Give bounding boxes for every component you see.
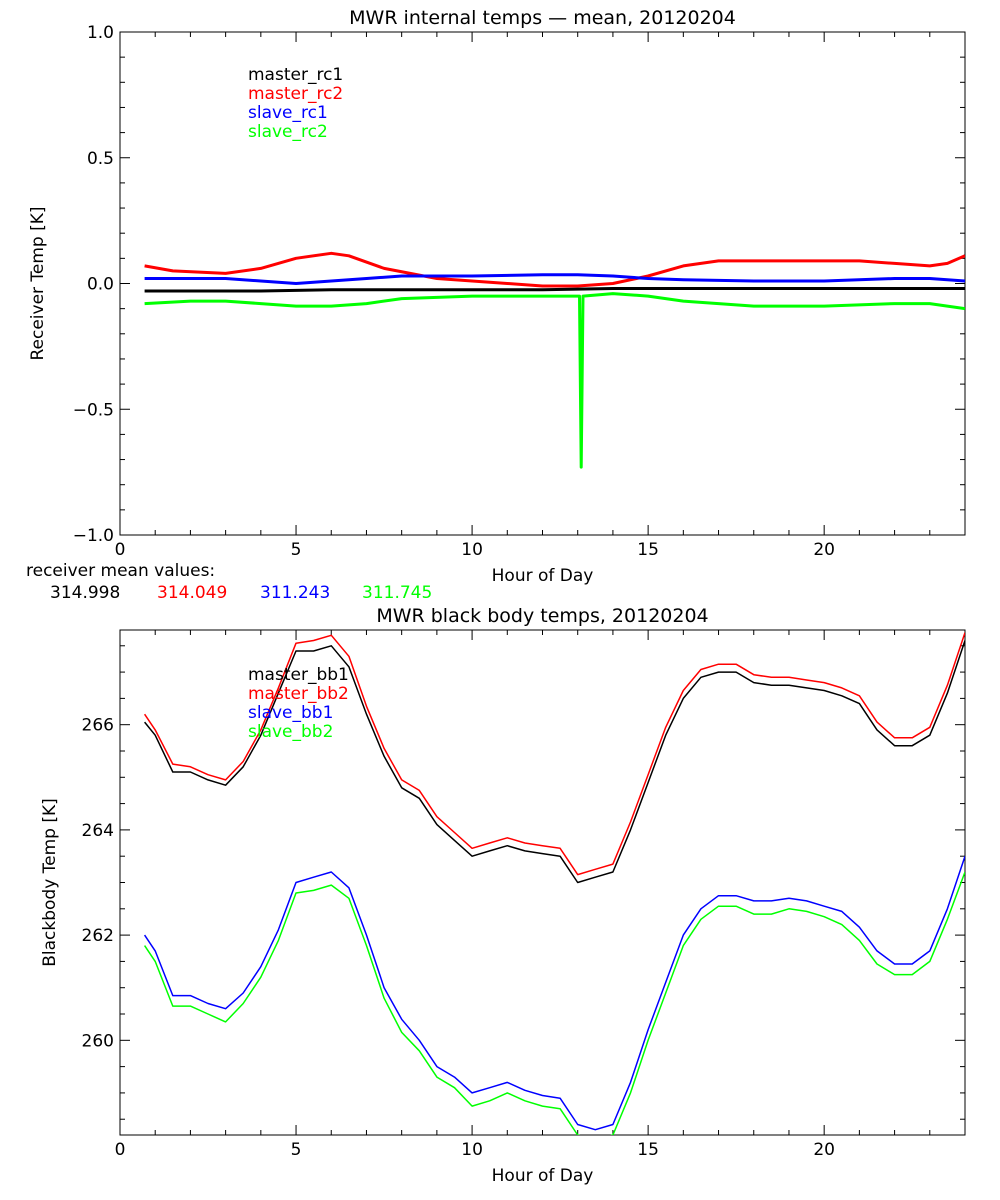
receiver-mean-label: receiver mean values: [26,561,215,581]
receiver-mean-value: 311.745 [362,583,432,603]
receiver-mean-values: 314.998 314.049 311.243 311.745 [50,583,432,603]
legend-entry-slave_bb1: slave_bb1 [248,703,333,723]
legend-entry-master_rc1: master_rc1 [248,65,343,85]
plot-frame [119,31,966,536]
x-tick-label: 5 [291,540,302,560]
series-line-slave_bb2 [143,871,965,1135]
series-line-slave_rc2 [144,292,965,469]
y-tick-label: 262 [82,926,114,946]
x-tick-label: 10 [461,1140,483,1160]
y-tick-label: 260 [82,1031,114,1051]
x-tick-label: 5 [291,1140,302,1160]
x-axis-label: Hour of Day [492,1166,594,1186]
y-tick-label: −1.0 [73,526,114,546]
series-line-master_bb1 [144,640,965,884]
legend-entry-master_bb2: master_bb2 [248,684,349,704]
x-tick-label: 20 [813,1140,835,1160]
chart-title: MWR black body temps, 20120204 [376,605,708,627]
receiver-mean-value: 314.049 [157,583,227,603]
legend-entry-slave_rc2: slave_rc2 [248,122,328,142]
y-tick-label: 0.0 [87,275,114,295]
receiver-mean-value: 311.243 [260,583,330,603]
y-tick-label: 264 [82,821,114,841]
y-tick-label: 1.0 [87,23,114,43]
legend-entry-slave_rc1: slave_rc1 [248,103,328,123]
y-axis-label: Receiver Temp [K] [28,206,48,360]
legend-entry-slave_bb2: slave_bb2 [248,722,333,742]
series-line-master_rc1 [144,287,965,293]
y-axis-label: Blackbody Temp [K] [40,798,60,967]
plot-frame [119,629,966,1136]
y-tick-label: −0.5 [73,400,114,420]
x-tick-label: 20 [813,540,835,560]
series-line-slave_rc1 [144,273,965,285]
receiver-mean-value: 314.998 [50,583,120,603]
legend-entry-master_rc2: master_rc2 [248,84,343,104]
x-tick-label: 15 [637,1140,659,1160]
y-tick-label: 0.5 [87,149,114,169]
series-line-slave_bb1 [143,855,965,1131]
x-tick-label: 0 [115,1140,126,1160]
x-axis-label: Hour of Day [492,566,594,586]
x-tick-label: 15 [637,540,659,560]
chart-title: MWR internal temps — mean, 20120204 [349,7,736,29]
series-line-master_bb2 [143,632,965,876]
y-tick-label: 266 [82,716,114,736]
legend-entry-master_bb1: master_bb1 [248,665,349,685]
x-tick-label: 0 [115,540,126,560]
x-tick-label: 10 [461,540,483,560]
receiver-temp-chart: MWR internal temps — mean, 20120204 0 5 10 1… [28,7,966,586]
blackbody-temp-chart: MWR black body temps, 20120204 0 5 10 15 20 Ho… [40,605,966,1186]
series-line-master_rc2 [144,251,965,288]
